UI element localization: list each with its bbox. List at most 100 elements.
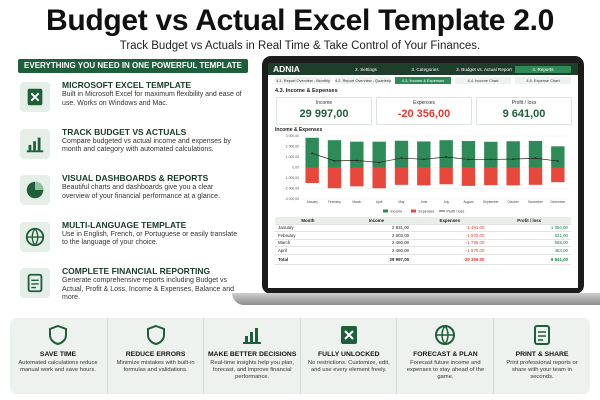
tab[interactable]: 4. Reports — [515, 66, 571, 73]
bar — [327, 140, 342, 168]
cell: 2 831,00 — [340, 224, 413, 232]
section-title: 4.3. Income & Expenses — [275, 88, 338, 94]
sub-tab[interactable]: 4.1. Report Overview - Monthly — [275, 77, 331, 84]
icon — [146, 324, 165, 346]
benefit-text: Forecast future income and expenses to s… — [406, 360, 485, 380]
point — [311, 152, 314, 155]
cell: March — [275, 239, 341, 247]
feature-title: VISUAL DASHBOARDS & REPORTS — [62, 173, 209, 183]
cell: Month — [275, 217, 341, 225]
point — [556, 160, 559, 162]
feature: MULTI-LANGUAGE TEMPLATE Use in English, F… — [20, 220, 255, 268]
cell: 2 460,00 — [340, 239, 413, 247]
kpi-label: Expenses — [413, 100, 435, 106]
benefit: SAVE TIME Automated calculations reduce m… — [10, 318, 106, 394]
feature: VISUAL DASHBOARDS & REPORTS Beautiful cha… — [20, 173, 255, 221]
kpi-value: 29 997,00 — [299, 108, 349, 120]
y-tick-label: -1 000,00 — [285, 176, 299, 180]
bar — [461, 167, 476, 186]
feature-title: MULTI-LANGUAGE TEMPLATE — [62, 219, 187, 230]
benefit-title: FULLY UNLOCKED — [318, 351, 380, 358]
cell: Expenses — [412, 217, 488, 225]
feature: COMPLETE FINANCIAL REPORTING Generate com… — [20, 266, 255, 314]
bar — [439, 167, 453, 185]
cell: -1 481,00 — [412, 224, 488, 232]
benefit-title: REDUCE ERRORS — [125, 351, 186, 358]
y-tick-label: 0,00 — [292, 166, 299, 170]
kpi-value: 9 641,00 — [502, 108, 546, 120]
x-tick-label: December — [550, 200, 566, 204]
sub-tab[interactable]: 4.3. Income & Expenses — [395, 77, 451, 84]
tab[interactable]: 2. Settings — [355, 67, 377, 72]
feature-icon — [20, 221, 50, 252]
x-tick-label: September — [483, 200, 500, 204]
benefit: REDUCE ERRORS Minimize mistakes with buil… — [106, 318, 204, 394]
bar — [484, 167, 498, 186]
feature: MICROSOFT EXCEL TEMPLATE Built in Microso… — [20, 80, 255, 128]
kpi-card: Expenses -20 356,00 — [376, 97, 472, 125]
y-tick-label: -2 000,00 — [285, 187, 299, 191]
icon — [534, 325, 550, 345]
subtitle: Track Budget vs Actuals in Real Time & T… — [119, 40, 481, 52]
line — [312, 152, 558, 163]
point — [534, 157, 537, 160]
point — [489, 158, 492, 161]
feature-text: Compare budgeted vs actual income and ex… — [62, 137, 231, 154]
icon — [27, 273, 43, 293]
cell: 484,00 — [487, 246, 571, 255]
cell: January — [275, 224, 341, 232]
benefit-text: Print professional reports or share with… — [506, 360, 578, 380]
x-tick-label: July — [443, 200, 449, 204]
benefit-icon — [240, 323, 264, 352]
tab[interactable]: 3. Categories — [411, 67, 439, 72]
feature-text: Beautiful charts and dashboards give you… — [62, 184, 220, 200]
icon — [26, 181, 44, 199]
icon — [26, 137, 44, 152]
bar — [417, 141, 431, 168]
y-tick-label: 3 000,00 — [286, 134, 299, 138]
x-tick-label: April — [376, 200, 383, 204]
bar — [461, 141, 476, 168]
bar — [372, 167, 386, 189]
cell: 9 641,00 — [487, 253, 571, 265]
cell: 2 460,00 — [340, 246, 413, 255]
bar — [417, 167, 431, 186]
bar — [506, 141, 520, 168]
feature-text: Generate comprehensive reports including… — [62, 277, 234, 302]
bar — [484, 141, 498, 168]
x-tick-label: January — [306, 200, 318, 204]
benefit-icon — [530, 323, 554, 352]
bar — [394, 140, 409, 168]
feature-title: MICROSOFT EXCEL TEMPLATE — [62, 80, 192, 90]
benefit-text: Real-time insights help you plan, foreca… — [210, 360, 295, 380]
cell: 665,00 — [487, 239, 571, 247]
bar — [551, 146, 565, 168]
feature-icon — [20, 175, 50, 205]
icon — [25, 227, 45, 246]
cell: -1 795,00 — [412, 239, 488, 247]
bar — [506, 167, 520, 186]
kpi-label: Income — [315, 100, 333, 106]
y-tick-label: 1 000,00 — [286, 155, 299, 159]
chart-title: Income & Expenses — [275, 127, 323, 133]
total-row: Total 29 997,00 -20 356,00 9 641,00 — [275, 253, 571, 265]
brand: ADNIA — [273, 64, 300, 74]
row: March 2 460,00 -1 795,00 665,00 — [275, 239, 571, 247]
benefit-text: Minimize mistakes with built-in formulas… — [116, 360, 195, 373]
icon — [27, 88, 43, 106]
sub-tab[interactable]: 4.5. Expense Chart — [515, 77, 571, 84]
point — [422, 158, 425, 161]
benefit-text: Automated calculations reduce manual wor… — [18, 360, 98, 373]
benefit-title: SAVE TIME — [39, 351, 77, 358]
sub-tab[interactable]: 4.4. Income Chart — [455, 77, 511, 84]
bar — [439, 140, 453, 168]
bar — [327, 167, 342, 189]
table: Month Income Expenses Profit / loss January 2… — [275, 217, 571, 265]
feature-title: TRACK BUDGET VS ACTUALS — [62, 126, 187, 137]
legend-label: Expenses — [419, 209, 435, 213]
icon — [49, 324, 67, 346]
sub-tab[interactable]: 4.2. Report Overview - Quarterly — [335, 77, 392, 84]
tab[interactable]: 3. Budget vs. Actual Report — [456, 67, 512, 72]
laptop-base — [232, 293, 600, 305]
